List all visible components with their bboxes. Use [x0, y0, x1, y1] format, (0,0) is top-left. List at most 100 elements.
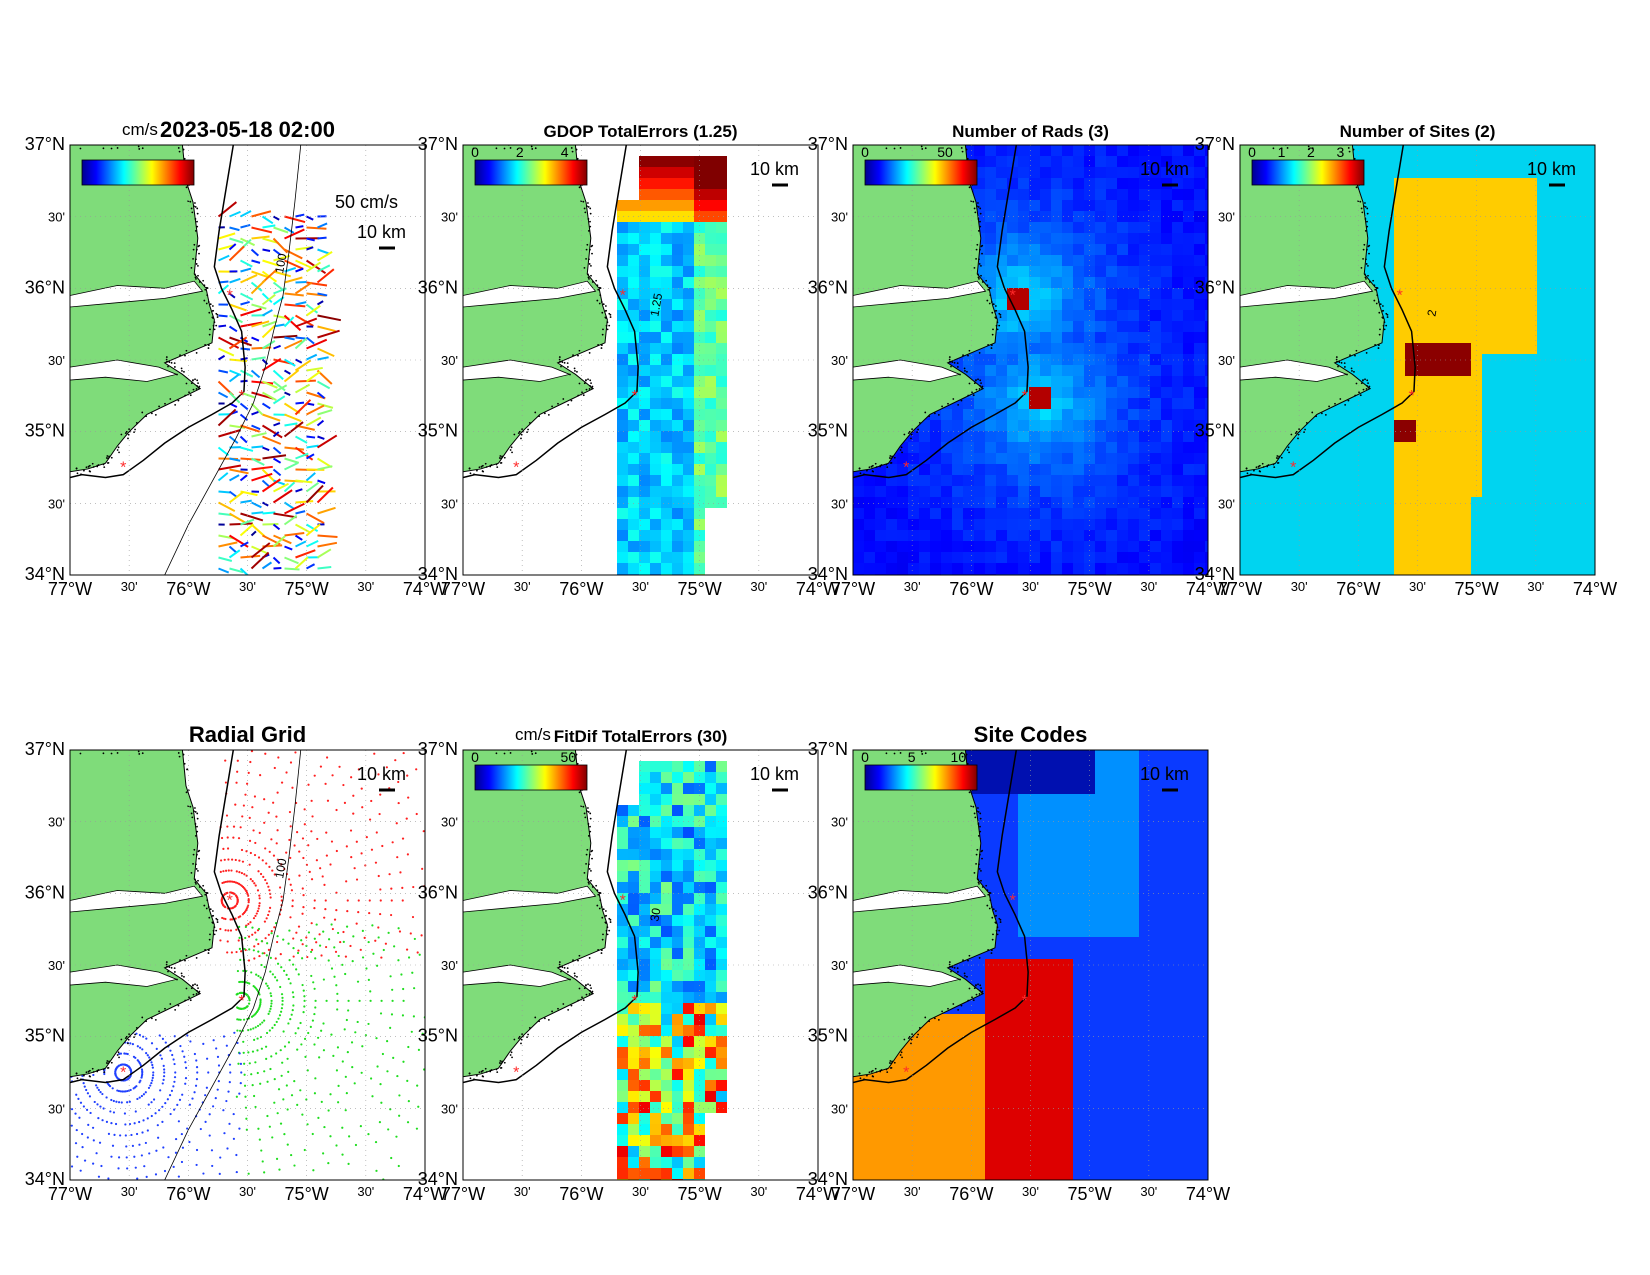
- field-cell: [1570, 266, 1581, 277]
- field-cell: [1183, 233, 1194, 244]
- field-cell: [1515, 332, 1526, 343]
- field-cell: [705, 442, 716, 453]
- current-vector: [240, 424, 260, 433]
- field-cell: [1040, 508, 1051, 519]
- field-cell: [1460, 409, 1471, 420]
- coast-dot: [1378, 311, 1381, 314]
- field-cell: [1084, 541, 1095, 552]
- coast-dot: [1273, 466, 1276, 469]
- field-cell: [1548, 321, 1559, 332]
- field-cell: [1073, 244, 1084, 255]
- coast-dot: [207, 344, 210, 346]
- field-cell: [1073, 266, 1084, 277]
- field-cell: [1205, 211, 1208, 222]
- current-vector: [273, 226, 289, 234]
- coast-dot: [591, 244, 594, 247]
- field-cell: [1581, 365, 1592, 376]
- field-cell: [1128, 530, 1139, 541]
- field-cell: [661, 167, 672, 178]
- coast-dot: [167, 365, 169, 368]
- field-cell: [1194, 420, 1205, 431]
- field-cell: [1548, 453, 1559, 464]
- field-cell: [1526, 387, 1537, 398]
- field-cell: [952, 563, 963, 574]
- field-cell: [996, 541, 1007, 552]
- field-cell: [963, 354, 974, 365]
- coast-dot: [528, 422, 531, 424]
- coast-dot: [1366, 379, 1369, 382]
- coast-dot: [1298, 428, 1300, 431]
- field-cell: [1128, 387, 1139, 398]
- field-cell: [1427, 552, 1438, 563]
- field-cell: [1460, 365, 1471, 376]
- radial-grid-point: [376, 1065, 379, 1068]
- radial-grid-point: [235, 870, 238, 873]
- current-vector: [229, 474, 240, 482]
- radial-grid-point: [311, 1019, 315, 1022]
- coast-dot: [1335, 356, 1338, 358]
- coast-dot: [141, 411, 144, 414]
- field-cell: [1449, 255, 1460, 266]
- field-cell: [1262, 475, 1273, 486]
- field-cell: [1106, 277, 1117, 288]
- field-cell: [1559, 145, 1570, 156]
- current-vector: [317, 314, 342, 322]
- coast-dot: [586, 243, 589, 246]
- field-cell: [952, 519, 963, 530]
- field-cell: [886, 574, 897, 575]
- field-cell: [1194, 189, 1205, 200]
- field-cell: [952, 486, 963, 497]
- coast-dot: [215, 312, 218, 315]
- current-vector: [306, 453, 315, 460]
- field-cell: [1095, 354, 1106, 365]
- coast-dot: [995, 324, 998, 327]
- field-cell: [1438, 255, 1449, 266]
- radial-grid-point: [243, 947, 246, 951]
- field-cell: [1161, 420, 1172, 431]
- current-vector: [262, 413, 281, 422]
- radial-grid-point: [391, 841, 394, 844]
- field-cell: [1570, 233, 1581, 244]
- field-cell: [1449, 310, 1460, 321]
- site-marker: *: [631, 388, 637, 405]
- radial-grid-point: [287, 977, 290, 981]
- field-cell: [1150, 332, 1161, 343]
- field-cell: [985, 178, 996, 189]
- radial-grid-point: [395, 822, 398, 825]
- radial-grid-point: [252, 949, 255, 952]
- field-cell: [1007, 266, 1018, 277]
- coast-dot: [178, 150, 181, 153]
- radial-grid-point: [350, 1041, 354, 1044]
- field-cell: [683, 321, 694, 332]
- field-cell: [985, 453, 996, 464]
- radial-grid-point: [310, 922, 313, 925]
- coast-dot: [600, 301, 603, 303]
- field-cell: [1493, 541, 1504, 552]
- field-cell: [1172, 244, 1183, 255]
- field-cell: [1051, 409, 1062, 420]
- field-cell: [1150, 420, 1161, 431]
- radial-grid-point: [377, 926, 380, 929]
- radial-grid-point: [252, 917, 256, 920]
- field-cell: [661, 541, 672, 552]
- radial-grid-point: [255, 912, 258, 915]
- field-cell: [1537, 552, 1548, 563]
- coast-dot: [189, 200, 192, 203]
- radial-grid-point: [327, 1162, 330, 1165]
- field-cell: [1438, 376, 1449, 387]
- coast-dot: [991, 311, 994, 314]
- field-cell: [1007, 431, 1018, 442]
- field-cell: [1493, 277, 1504, 288]
- field-cell: [1394, 365, 1405, 376]
- field-cell: [1062, 398, 1073, 409]
- field-cell: [1062, 321, 1073, 332]
- field-cell: [1073, 453, 1084, 464]
- radial-grid-point: [289, 982, 292, 985]
- field-cell: [1581, 343, 1592, 354]
- current-vector: [294, 337, 307, 350]
- field-cell: [1284, 475, 1295, 486]
- radial-grid-point: [242, 1040, 245, 1043]
- field-cell: [985, 398, 996, 409]
- current-vector: [217, 284, 230, 295]
- field-cell: [1161, 563, 1172, 574]
